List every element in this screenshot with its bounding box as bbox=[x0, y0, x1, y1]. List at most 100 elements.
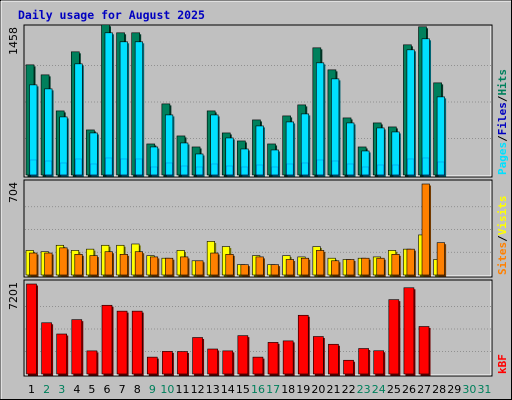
bar-kb-day-12 bbox=[192, 337, 203, 375]
bar-kb-day-1 bbox=[26, 283, 37, 375]
bar-pages-day-15 bbox=[241, 166, 249, 176]
bar-sites-day-25 bbox=[391, 254, 400, 276]
bar-sites-day-20 bbox=[316, 250, 325, 276]
bar-sites-day-6 bbox=[104, 251, 113, 276]
bar-pages-day-2 bbox=[44, 160, 52, 176]
chart-title: Daily usage for August 2025 bbox=[18, 8, 205, 22]
x-tick-label-day-11: 11 bbox=[176, 383, 190, 396]
panel-kbytes: 7201 kBF bbox=[7, 279, 509, 377]
bar-pages-day-26 bbox=[407, 158, 415, 176]
bar-kb-day-27 bbox=[418, 326, 430, 375]
legend-entry: / bbox=[496, 95, 509, 102]
y-max-label: 7201 bbox=[7, 282, 20, 310]
bar-pages-day-13 bbox=[210, 163, 218, 176]
bar-sites-day-10 bbox=[165, 257, 174, 276]
bar-files-day-18 bbox=[285, 121, 294, 176]
bar-sites-day-2 bbox=[44, 252, 53, 276]
legend-entry: / bbox=[496, 235, 509, 242]
x-tick-label-day-3: 3 bbox=[58, 383, 65, 396]
bar-files-day-13 bbox=[210, 114, 219, 176]
bar-kb-day-25 bbox=[388, 299, 400, 375]
x-tick-label-day-29: 29 bbox=[447, 383, 461, 396]
legend-entry: Sites bbox=[496, 242, 509, 275]
bar-sites-day-3 bbox=[59, 247, 68, 276]
bar-pages-day-1 bbox=[29, 159, 37, 176]
legend-entry: Visits bbox=[496, 196, 509, 236]
x-tick-label-day-2: 2 bbox=[43, 383, 50, 396]
x-tick-label-day-14: 14 bbox=[221, 383, 235, 396]
bar-kb-day-21 bbox=[328, 343, 339, 375]
bar-pages-day-18 bbox=[286, 163, 294, 176]
x-tick-label-day-10: 10 bbox=[160, 383, 174, 396]
x-tick-label-day-7: 7 bbox=[119, 383, 126, 396]
bar-kb-day-19 bbox=[297, 314, 309, 375]
bar-files-day-27 bbox=[421, 38, 430, 176]
x-tick-label-day-26: 26 bbox=[402, 383, 416, 396]
bar-files-day-16 bbox=[255, 125, 264, 176]
x-tick-label-day-15: 15 bbox=[236, 383, 250, 396]
x-tick-label-day-16: 16 bbox=[251, 383, 265, 396]
x-tick-label-day-6: 6 bbox=[104, 383, 111, 396]
bar-kb-day-15 bbox=[237, 335, 249, 375]
bar-kb-day-7 bbox=[116, 310, 128, 375]
bar-pages-day-20 bbox=[316, 159, 324, 176]
bar-pages-day-24 bbox=[376, 164, 385, 176]
bar-sites-day-18 bbox=[285, 259, 294, 276]
x-tick-label-day-1: 1 bbox=[28, 383, 35, 396]
bar-pages-day-7 bbox=[120, 158, 128, 176]
legend-entry: kB bbox=[496, 360, 509, 374]
bar-sites-day-12 bbox=[195, 260, 204, 276]
bar-pages-day-9 bbox=[150, 166, 158, 176]
bar-pages-day-23 bbox=[361, 166, 369, 176]
bar-kb-day-4 bbox=[71, 319, 83, 375]
bar-files-day-5 bbox=[89, 132, 98, 176]
bar-sites-day-11 bbox=[180, 256, 189, 276]
bar-pages-day-11 bbox=[180, 165, 188, 176]
x-tick-label-day-22: 22 bbox=[342, 383, 356, 396]
chart-panels: 1458Pages/Files/Hits704Sites/Visits7201k… bbox=[7, 24, 509, 377]
bar-files-day-14 bbox=[225, 137, 234, 176]
bar-kb-day-10 bbox=[162, 351, 173, 375]
bar-files-day-4 bbox=[74, 63, 83, 176]
x-tick-label-day-13: 13 bbox=[206, 383, 220, 396]
bar-kb-day-5 bbox=[86, 350, 98, 375]
bar-kb-day-26 bbox=[403, 287, 415, 375]
bar-sites-day-9 bbox=[149, 256, 159, 276]
bar-pages-day-17 bbox=[271, 166, 279, 176]
bar-sites-day-28 bbox=[436, 242, 445, 276]
x-tick-label-day-25: 25 bbox=[387, 383, 401, 396]
bar-sites-day-19 bbox=[300, 257, 310, 276]
x-tick-label-day-28: 28 bbox=[432, 383, 446, 396]
bar-sites-day-22 bbox=[346, 259, 355, 276]
bar-kb-day-2 bbox=[41, 322, 52, 375]
bar-sites-day-13 bbox=[210, 252, 219, 276]
bar-sites-day-16 bbox=[255, 256, 264, 276]
bar-files-day-10 bbox=[165, 114, 174, 176]
legend-entry: / bbox=[496, 135, 509, 142]
x-tick-label-day-17: 17 bbox=[266, 383, 280, 396]
bar-kb-day-20 bbox=[313, 336, 324, 375]
bar-kb-day-14 bbox=[222, 350, 234, 375]
x-tick-label-day-23: 23 bbox=[357, 383, 371, 396]
bar-kb-day-23 bbox=[358, 348, 369, 375]
bar-files-day-24 bbox=[376, 127, 385, 176]
x-tick-label-day-31: 31 bbox=[477, 383, 491, 396]
bar-files-day-21 bbox=[331, 78, 340, 176]
bar-sites-day-8 bbox=[134, 251, 143, 276]
bar-files-day-11 bbox=[180, 142, 189, 176]
bar-files-day-20 bbox=[316, 62, 325, 176]
bar-kb-day-11 bbox=[177, 351, 188, 375]
bar-sites-day-7 bbox=[119, 254, 128, 276]
bar-pages-day-10 bbox=[165, 162, 173, 176]
bar-kb-day-8 bbox=[131, 310, 143, 375]
bar-kb-day-13 bbox=[207, 348, 218, 375]
x-tick-label-day-18: 18 bbox=[281, 383, 295, 396]
bar-kb-day-16 bbox=[252, 356, 264, 375]
bar-pages-day-6 bbox=[105, 157, 113, 176]
legend-entry: Files bbox=[496, 102, 509, 135]
bar-sites-day-27 bbox=[421, 183, 430, 276]
y-max-label: 1458 bbox=[7, 27, 20, 55]
bar-pages-day-21 bbox=[331, 160, 339, 176]
